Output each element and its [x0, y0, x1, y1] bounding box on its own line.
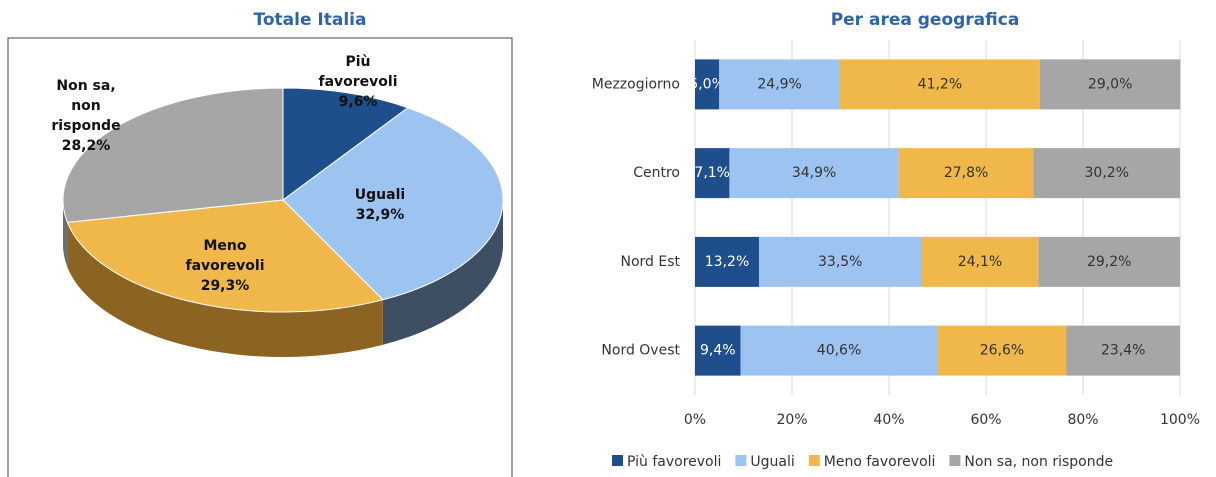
x-tick-label: 80%	[1067, 412, 1098, 428]
x-tick-label: 100%	[1160, 412, 1200, 428]
bars: 0% 20% 40% 60% 80% 100% Mezzogiorno 5,0% 24,9% 41…	[592, 40, 1200, 470]
pie-label: Uguali 32,9%	[340, 185, 420, 225]
x-tick-label: 20%	[776, 412, 807, 428]
bar-segment	[740, 325, 938, 376]
legend-swatch	[612, 455, 623, 466]
data-label: 29,0%	[1088, 76, 1132, 92]
data-label: 34,9%	[792, 165, 836, 181]
x-tick-label: 40%	[873, 412, 904, 428]
data-label: 27,8%	[944, 165, 988, 181]
data-label: 41,2%	[918, 76, 962, 92]
data-label: 40,6%	[817, 343, 861, 359]
legend-label: Meno favorevoli	[824, 454, 936, 470]
pie-value: 9,6%	[338, 94, 378, 110]
legend-swatch	[735, 455, 747, 466]
y-tick-label: Nord Est	[620, 254, 680, 270]
legend-label: Uguali	[750, 454, 794, 470]
pie-label: Più favorevoli 9,6%	[318, 52, 398, 112]
data-label: 5,0%	[689, 76, 725, 92]
bar-segment	[1066, 325, 1180, 376]
pie-slice	[62, 87, 284, 223]
data-label: 13,2%	[705, 254, 749, 270]
legend-swatch	[808, 455, 820, 466]
pie-category: Meno favorevoli	[185, 238, 265, 274]
data-label: 24,1%	[958, 254, 1002, 270]
pie-side	[63, 200, 68, 268]
legend-swatch	[949, 455, 961, 466]
y-tick-label: Centro	[633, 165, 680, 181]
data-label: 29,2%	[1087, 254, 1131, 270]
data-label: 7,1%	[694, 165, 730, 181]
bar-segment	[719, 59, 841, 110]
data-label: 9,4%	[700, 343, 736, 359]
pie-side	[382, 200, 503, 345]
bar-segment	[840, 59, 1040, 110]
pie-title: Totale Italia	[254, 10, 367, 30]
pie-label: Meno favorevoli 29,3%	[185, 236, 265, 296]
bar-segment	[921, 236, 1039, 287]
data-label: 24,9%	[757, 76, 801, 92]
x-tick-label: 60%	[970, 412, 1001, 428]
pie-label: Non sa, non risponde 28,2%	[46, 76, 126, 156]
data-label: 26,6%	[980, 343, 1024, 359]
data-label: 23,4%	[1101, 343, 1145, 359]
bar-segment	[1038, 236, 1180, 287]
data-label: 30,2%	[1085, 165, 1129, 181]
pie-side	[67, 222, 383, 358]
bar-segment	[695, 236, 760, 287]
pie-value: 28,2%	[61, 138, 111, 154]
pie-slice	[282, 107, 504, 301]
panel-border	[7, 37, 513, 477]
pie-value: 29,3%	[200, 278, 250, 294]
pie	[62, 87, 504, 358]
bar-segment	[1039, 59, 1181, 110]
bar-segment	[695, 148, 730, 199]
pie-category: Più favorevoli	[318, 54, 398, 90]
legend-label: Più favorevoli	[627, 454, 721, 470]
pie-category: Non sa, non risponde	[51, 78, 121, 134]
pie-slice	[66, 199, 384, 313]
bar-segment	[898, 148, 1034, 199]
pie-category: Uguali	[354, 187, 406, 203]
bar-segment	[695, 325, 741, 376]
bar-segment	[695, 59, 720, 110]
x-tick-label: 0%	[684, 412, 706, 428]
bar-segment	[759, 236, 922, 287]
legend-label: Non sa, non risponde	[964, 454, 1113, 470]
bar-title: Per area geografica	[831, 10, 1020, 30]
pie-slice	[282, 87, 409, 201]
bar-segment	[729, 148, 899, 199]
bar-segment	[1033, 148, 1180, 199]
data-label: 33,5%	[818, 254, 862, 270]
bar-segment	[937, 325, 1067, 376]
y-tick-label: Nord Ovest	[601, 343, 680, 359]
pie-value: 32,9%	[355, 207, 405, 223]
y-tick-label: Mezzogiorno	[592, 76, 680, 92]
